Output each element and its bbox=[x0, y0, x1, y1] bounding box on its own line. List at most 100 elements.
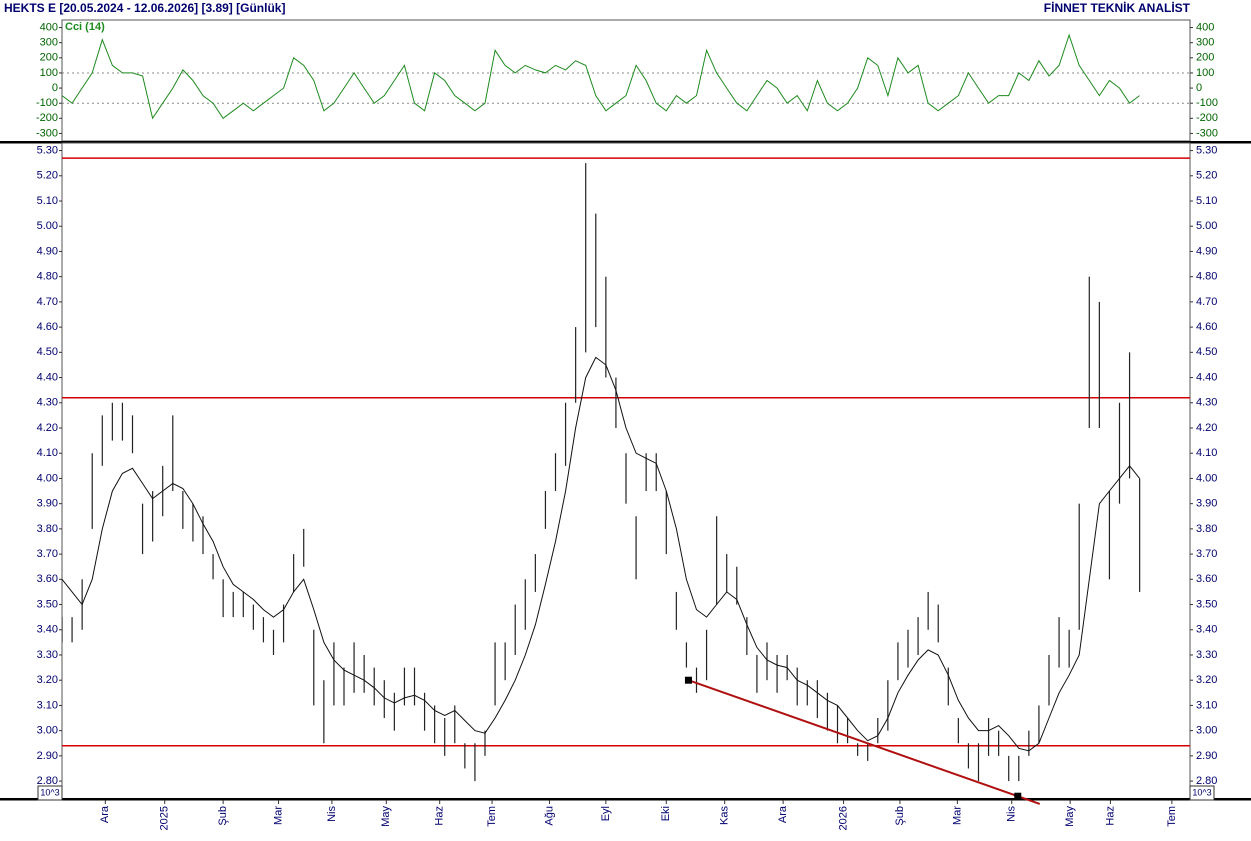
y-tick-label: 4.90 bbox=[37, 245, 58, 257]
y-tick-label: 0 bbox=[52, 82, 58, 94]
x-tick-label: Haz bbox=[1104, 806, 1116, 826]
y-tick-label-right: 3.10 bbox=[1196, 699, 1217, 711]
panel-divider bbox=[0, 141, 1251, 144]
y-tick-label: 4.00 bbox=[37, 472, 58, 484]
scale-label-left: 10^3 bbox=[40, 787, 59, 797]
y-tick-label-right: 100 bbox=[1196, 67, 1214, 79]
cci-line bbox=[62, 33, 1140, 120]
x-tick-label: Şub bbox=[217, 806, 229, 826]
y-tick-label-right: 400 bbox=[1196, 21, 1214, 33]
y-tick-label: 300 bbox=[40, 37, 58, 49]
x-tick-label: 2026 bbox=[837, 806, 849, 830]
y-tick-label-right: 4.00 bbox=[1196, 472, 1217, 484]
y-tick-label: 5.00 bbox=[37, 220, 58, 232]
y-tick-label: 4.10 bbox=[37, 447, 58, 459]
y-tick-label-right: 4.70 bbox=[1196, 296, 1217, 308]
y-tick-label-right: -100 bbox=[1196, 97, 1218, 109]
y-tick-label-right: 3.00 bbox=[1196, 725, 1217, 737]
y-tick-label-right: 3.50 bbox=[1196, 598, 1217, 610]
x-tick-label: Nis bbox=[326, 806, 338, 822]
y-tick-label: 5.20 bbox=[37, 170, 58, 182]
y-tick-label: 3.90 bbox=[37, 498, 58, 510]
plot-area bbox=[62, 157, 1190, 782]
y-tick-label: 2.80 bbox=[37, 775, 58, 787]
y-tick-label: -300 bbox=[36, 127, 58, 139]
x-tick-label: Mar bbox=[951, 806, 963, 825]
header-title: HEKTS E [20.05.2024 - 12.06.2026] [3.89]… bbox=[4, 1, 285, 15]
x-tick-label: Ara bbox=[777, 805, 789, 823]
y-tick-label: 3.40 bbox=[37, 624, 58, 636]
x-tick-label: May bbox=[1064, 806, 1076, 827]
y-tick-label-right: 0 bbox=[1196, 82, 1202, 94]
x-tick-label: Eyl bbox=[600, 806, 612, 821]
y-tick-label-right: 4.40 bbox=[1196, 371, 1217, 383]
x-tick-label: Eki bbox=[660, 806, 672, 821]
x-tick-label: Haz bbox=[434, 806, 446, 826]
y-tick-label: 2.90 bbox=[37, 750, 58, 762]
x-tick-label: Ağu bbox=[543, 806, 555, 826]
x-tick-label: Mar bbox=[272, 806, 284, 825]
x-tick-label: Ara bbox=[99, 805, 111, 823]
y-tick-label-right: 3.90 bbox=[1196, 498, 1217, 510]
y-tick-label-right: 4.20 bbox=[1196, 422, 1217, 434]
y-tick-label-right: 3.30 bbox=[1196, 649, 1217, 661]
y-tick-label: 4.20 bbox=[37, 422, 58, 434]
y-tick-label-right: 3.60 bbox=[1196, 573, 1217, 585]
y-tick-label-right: -300 bbox=[1196, 127, 1218, 139]
y-tick-label-right: 4.50 bbox=[1196, 346, 1217, 358]
x-tick-label: Tem bbox=[1166, 806, 1178, 827]
trendline bbox=[688, 679, 1041, 805]
y-tick-label-right: 3.40 bbox=[1196, 624, 1217, 636]
y-tick-label-right: 5.30 bbox=[1196, 144, 1217, 156]
trendline-anchor bbox=[684, 676, 692, 684]
y-tick-label-right: 4.90 bbox=[1196, 245, 1217, 257]
y-tick-label-right: 3.20 bbox=[1196, 674, 1217, 686]
y-tick-label: 5.30 bbox=[37, 144, 58, 156]
plot-area bbox=[62, 33, 1190, 120]
y-tick-label: 3.50 bbox=[37, 598, 58, 610]
header-brand: FİNNET TEKNİK ANALİST bbox=[1044, 0, 1191, 15]
y-tick-label: 5.10 bbox=[37, 195, 58, 207]
y-tick-label-right: 2.90 bbox=[1196, 750, 1217, 762]
y-tick-label: -200 bbox=[36, 112, 58, 124]
scale-label-right-box bbox=[1189, 785, 1215, 801]
scale-label-left-box bbox=[37, 785, 63, 801]
y-tick-label-right: 3.70 bbox=[1196, 548, 1217, 560]
y-tick-label-right: 5.10 bbox=[1196, 195, 1217, 207]
x-tick-label: Şub bbox=[894, 806, 906, 826]
y-tick-label: 100 bbox=[40, 67, 58, 79]
x-tick-label: Tem bbox=[486, 806, 498, 827]
y-tick-label-right: 4.60 bbox=[1196, 321, 1217, 333]
y-tick-label: 3.80 bbox=[37, 523, 58, 535]
y-tick-label: 4.60 bbox=[37, 321, 58, 333]
y-tick-label: 4.80 bbox=[37, 271, 58, 283]
y-tick-label: 4.50 bbox=[37, 346, 58, 358]
y-tick-label-right: -200 bbox=[1196, 112, 1218, 124]
y-tick-label-right: 5.00 bbox=[1196, 220, 1217, 232]
y-tick-label: 4.70 bbox=[37, 296, 58, 308]
y-tick-label: 3.30 bbox=[37, 649, 58, 661]
x-tick-label: May bbox=[380, 806, 392, 827]
y-tick-label: 400 bbox=[40, 21, 58, 33]
y-tick-label-right: 4.30 bbox=[1196, 397, 1217, 409]
y-tick-label-right: 3.80 bbox=[1196, 523, 1217, 535]
x-tick-label: Kas bbox=[719, 806, 731, 825]
y-tick-label: -100 bbox=[36, 97, 58, 109]
series-label: Cci (14) bbox=[65, 21, 105, 33]
y-tick-label-right: 300 bbox=[1196, 37, 1214, 49]
y-tick-label: 3.70 bbox=[37, 548, 58, 560]
y-tick-label: 3.10 bbox=[37, 699, 58, 711]
y-tick-label: 4.40 bbox=[37, 371, 58, 383]
x-tick-label: 2025 bbox=[159, 806, 171, 830]
y-tick-label: 3.60 bbox=[37, 573, 58, 585]
y-tick-label: 4.30 bbox=[37, 397, 58, 409]
bottom-divider bbox=[0, 798, 1251, 801]
y-tick-label: 3.00 bbox=[37, 725, 58, 737]
y-tick-label: 3.20 bbox=[37, 674, 58, 686]
y-tick-label: 200 bbox=[40, 52, 58, 64]
y-tick-label-right: 4.80 bbox=[1196, 271, 1217, 283]
x-tick-label: Nis bbox=[1006, 806, 1018, 822]
trendline-anchor bbox=[1014, 792, 1022, 800]
